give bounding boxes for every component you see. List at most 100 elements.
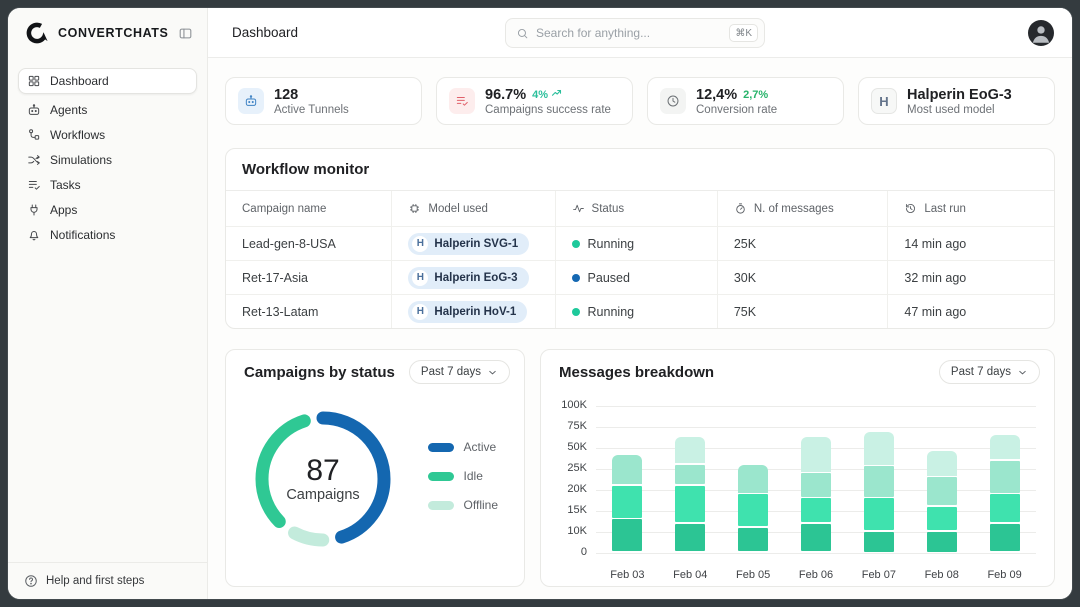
- bar-segment: [675, 523, 706, 552]
- table-row[interactable]: Ret-13-Latam H Halperin HoV-1 Running 75K 47 …: [226, 294, 1054, 328]
- donut-svg: [255, 411, 391, 547]
- column-header-label: Model used: [428, 202, 488, 215]
- y-tick-label: 25K: [567, 462, 587, 474]
- campaign-name-cell: Lead-gen-8-USA: [226, 226, 393, 260]
- workflow-monitor-header: Workflow monitor: [226, 149, 1054, 191]
- y-tick-label: 10K: [567, 525, 587, 537]
- messages-card-header: Messages breakdown Past 7 days: [541, 350, 1054, 394]
- table-row[interactable]: Lead-gen-8-USA H Halperin SVG-1 Running 25K 1…: [226, 226, 1054, 260]
- column-header-last-run: Last run: [888, 191, 1054, 226]
- robot-icon: [238, 88, 264, 114]
- bar-segment: [989, 460, 1020, 493]
- y-tick-label: 75K: [567, 420, 587, 432]
- gridline: [596, 553, 1036, 554]
- column-header-status: Status: [556, 191, 718, 226]
- date-range-label: Past 7 days: [950, 366, 1011, 378]
- bar-segment: [926, 506, 957, 531]
- search-input[interactable]: [536, 26, 723, 40]
- charts-row: Campaigns by status Past 7 days: [225, 349, 1055, 587]
- model-used-cell: H Halperin SVG-1: [392, 226, 556, 260]
- chevron-down-icon: [1017, 367, 1028, 378]
- stat-card-4: H Halperin EoG-3 Most used model: [858, 77, 1055, 125]
- x-tick-label: Feb 09: [987, 569, 1022, 581]
- bar-segment: [738, 464, 769, 493]
- model-used-cell: H Halperin EoG-3: [392, 260, 556, 294]
- sidebar-item-label: Tasks: [50, 177, 81, 192]
- model-badge: H Halperin SVG-1: [408, 232, 530, 255]
- plug-icon: [27, 203, 41, 217]
- sidebar-item-simulations[interactable]: Simulations: [18, 147, 197, 172]
- status-cell: Running: [555, 294, 718, 328]
- gridline: [596, 427, 1036, 428]
- sidebar-header: CONVERTCHATS: [8, 8, 207, 58]
- bar-segment: [989, 434, 1020, 460]
- sidebar-item-workflows[interactable]: Workflows: [18, 122, 197, 147]
- sidebar-collapse-icon[interactable]: [178, 26, 193, 41]
- search-box[interactable]: ⌘K: [505, 18, 765, 48]
- stat-value: Halperin EoG-3: [907, 86, 1012, 103]
- search-icon: [516, 27, 529, 40]
- campaigns-legend: Active Idle Offline: [427, 440, 498, 512]
- y-tick-label: 50K: [567, 441, 587, 453]
- sidebar-help-button[interactable]: Help and first steps: [8, 562, 207, 599]
- stat-value: 128: [274, 86, 299, 103]
- messages-cell: 75K: [717, 294, 889, 328]
- campaign-name-cell: Ret-17-Asia: [226, 260, 393, 294]
- x-tick-label: Feb 04: [673, 569, 708, 581]
- convertchats-logo: [24, 20, 50, 46]
- campaigns-date-range-button[interactable]: Past 7 days: [408, 360, 510, 384]
- workflow-table-header: Campaign name Model used Status N. of messa…: [226, 191, 1054, 226]
- stat-text: 96.7% 4% Campaigns success rate: [485, 87, 611, 116]
- bar-segment: [675, 464, 706, 485]
- legend-item-active: Active: [427, 440, 498, 454]
- stat-text: Halperin EoG-3 Most used model: [907, 87, 1012, 116]
- bar-segment: [801, 498, 831, 523]
- workflow-monitor-title: Workflow monitor: [242, 161, 370, 178]
- sidebar-item-notifications[interactable]: Notifications: [18, 222, 197, 247]
- x-tick-label: Feb 08: [924, 569, 959, 581]
- bar-segment: [989, 494, 1020, 523]
- campaigns-donut-chart: 87 Campaigns: [248, 404, 398, 554]
- campaigns-by-status-card: Campaigns by status Past 7 days: [225, 349, 525, 587]
- sidebar-item-apps[interactable]: Apps: [18, 197, 197, 222]
- donut-segment-active: [255, 411, 391, 547]
- stat-label: Campaigns success rate: [485, 103, 611, 116]
- status-dot: [571, 307, 580, 316]
- bar-segment: [926, 532, 957, 552]
- bar-segment: [675, 437, 706, 464]
- date-range-label: Past 7 days: [420, 366, 481, 378]
- sidebar-nav: Dashboard Agents Workflows Simulations Tasks…: [8, 58, 207, 247]
- legend-swatch: [427, 471, 454, 481]
- x-tick-label: Feb 06: [798, 569, 834, 581]
- robot-icon: [27, 103, 41, 117]
- stat-card-2: 96.7% 4% Campaigns success rate: [436, 77, 633, 125]
- shuffle-icon: [27, 153, 41, 167]
- stat-value: 12,4%: [696, 86, 738, 103]
- column-header-label: Status: [591, 202, 625, 215]
- h-badge-icon: H: [412, 269, 429, 286]
- stat-value-row: Halperin EoG-3: [907, 87, 1012, 103]
- user-avatar[interactable]: [1028, 19, 1054, 46]
- stat-label: Active Tunnels: [274, 103, 349, 116]
- sidebar-item-agents[interactable]: Agents: [18, 97, 197, 122]
- status-label: Paused: [587, 270, 630, 285]
- brand-name: CONVERTCHATS: [58, 26, 169, 40]
- clock-icon: [660, 88, 686, 114]
- stat-delta: 4%: [532, 87, 563, 102]
- chip-icon: [408, 202, 421, 215]
- messages-date-range-button[interactable]: Past 7 days: [938, 360, 1040, 384]
- last-run-cell: 32 min ago: [888, 260, 1054, 294]
- sidebar-item-dashboard[interactable]: Dashboard: [18, 68, 197, 94]
- stat-delta: 2,7%: [743, 88, 769, 101]
- bar-segment: [926, 451, 957, 476]
- gridline: [596, 406, 1036, 407]
- x-tick-label: Feb 07: [861, 569, 896, 581]
- bell-icon: [27, 228, 41, 242]
- messages-card-title: Messages breakdown: [559, 363, 715, 381]
- column-header-model-used: Model used: [392, 191, 556, 226]
- sidebar-item-tasks[interactable]: Tasks: [18, 172, 197, 197]
- table-row[interactable]: Ret-17-Asia H Halperin EoG-3 Paused 30K 32 mi…: [226, 260, 1054, 294]
- bar-segment: [801, 523, 831, 552]
